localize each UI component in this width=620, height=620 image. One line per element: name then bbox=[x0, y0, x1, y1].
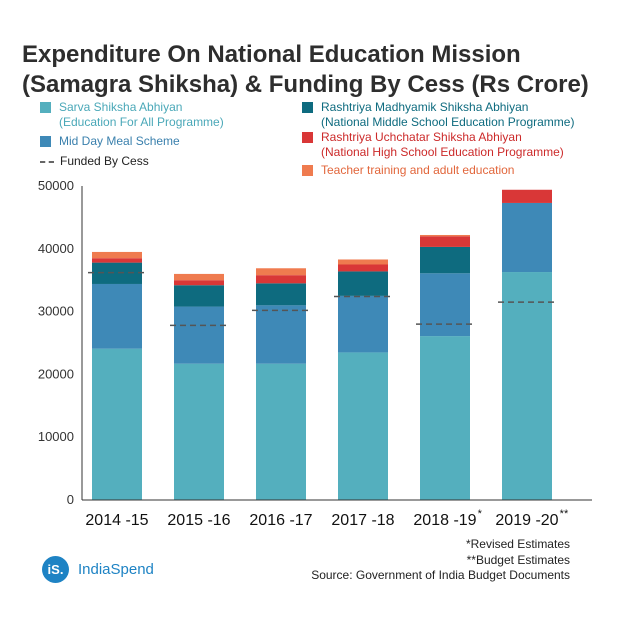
legend-label-line: (National High School Education Programm… bbox=[321, 145, 564, 159]
legend-label-line: (National Middle School Education Progra… bbox=[321, 115, 575, 129]
legend-label-line: Teacher training and adult education bbox=[321, 163, 515, 177]
y-tick-label: 30000 bbox=[38, 304, 74, 319]
bar-segment-rusa bbox=[502, 189, 552, 203]
bar-segment-rmsa bbox=[174, 285, 224, 307]
legend-item-cess: Funded By Cess bbox=[40, 154, 149, 169]
legend-swatch-rusa bbox=[302, 132, 313, 143]
bar-segment-teacher bbox=[338, 259, 388, 265]
legend-label-line: (Education For All Programme) bbox=[59, 115, 224, 129]
bar-segment-ssa bbox=[256, 363, 306, 500]
x-tick-label: 2018 -19 bbox=[413, 512, 476, 529]
legend-item-teacher: Teacher training and adult education bbox=[302, 163, 514, 178]
bar-segment-mdm bbox=[420, 273, 470, 337]
legend-label-line: Rashtriya Uchchatar Shiksha Abhiyan bbox=[321, 130, 522, 144]
bar-segment-ssa bbox=[338, 352, 388, 500]
revised-estimates-note: *Revised Estimates bbox=[465, 537, 570, 551]
legend-label-line: Funded By Cess bbox=[60, 154, 149, 168]
bar-segment-teacher bbox=[174, 273, 224, 281]
legend-label-line: Sarva Shiksha Abhiyan bbox=[59, 100, 183, 114]
x-tick-label: 2014 -15 bbox=[85, 512, 148, 529]
footnotes: *Revised Estimates **Budget Estimates So… bbox=[311, 537, 570, 584]
legend-label-line: Rashtriya Madhyamik Shiksha Abhiyan bbox=[321, 100, 529, 114]
source-note: Source: Government of India Budget Docum… bbox=[311, 568, 570, 582]
bar-segment-mdm bbox=[174, 306, 224, 364]
bar-segment-ssa bbox=[502, 272, 552, 500]
y-tick-label: 20000 bbox=[38, 366, 74, 381]
bar-segment-teacher bbox=[420, 234, 470, 237]
x-tick-label: 2015 -16 bbox=[167, 512, 230, 529]
legend-item-rusa: Rashtriya Uchchatar Shiksha Abhiyan (Nati… bbox=[302, 130, 564, 160]
legend-label-rmsa: Rashtriya Madhyamik Shiksha Abhiyan (Nati… bbox=[321, 100, 574, 130]
legend-swatch-teacher bbox=[302, 165, 313, 176]
y-tick-label: 10000 bbox=[38, 429, 74, 444]
bar-segment-teacher bbox=[92, 251, 142, 259]
bar-segment-rmsa bbox=[338, 271, 388, 296]
indiaspend-logo: iS. IndiaSpend bbox=[42, 556, 154, 583]
legend-swatch-mdm bbox=[40, 136, 51, 147]
legend-swatch-rmsa bbox=[302, 102, 313, 113]
legend-item-mdm: Mid Day Meal Scheme bbox=[40, 134, 180, 149]
legend-label-teacher: Teacher training and adult education bbox=[321, 163, 514, 178]
bar-segment-ssa bbox=[92, 348, 142, 500]
y-tick-label: 40000 bbox=[38, 241, 74, 256]
y-tick-label: 50000 bbox=[38, 178, 74, 193]
chart-title-line-1: Expenditure On National Education Missio… bbox=[22, 41, 521, 68]
x-tick-label: 2017 -18 bbox=[331, 512, 394, 529]
legend-label-mdm: Mid Day Meal Scheme bbox=[59, 134, 180, 149]
legend-label-rusa: Rashtriya Uchchatar Shiksha Abhiyan (Nati… bbox=[321, 130, 564, 160]
bar-segment-rusa bbox=[256, 275, 306, 284]
x-tick-superscript: ** bbox=[560, 508, 569, 520]
bar-segment-rusa bbox=[92, 258, 142, 263]
bar-segment-rmsa bbox=[420, 246, 470, 274]
bar-segment-rusa bbox=[174, 280, 224, 286]
bar-segment-rmsa bbox=[256, 283, 306, 306]
chart-title: Expenditure On National Education Missio… bbox=[22, 40, 612, 100]
x-tick-superscript: * bbox=[478, 508, 483, 520]
y-tick-label: 0 bbox=[67, 492, 74, 507]
x-tick-label: 2016 -17 bbox=[249, 512, 312, 529]
bar-segment-mdm bbox=[502, 202, 552, 273]
bar-segment-rusa bbox=[420, 236, 470, 247]
legend-label-line: Mid Day Meal Scheme bbox=[59, 134, 180, 148]
bar-segment-mdm bbox=[92, 283, 142, 349]
budget-estimates-note: **Budget Estimates bbox=[466, 552, 570, 567]
bar-segment-ssa bbox=[420, 336, 470, 500]
legend-label-cess: Funded By Cess bbox=[60, 154, 149, 169]
bar-segment-mdm bbox=[338, 295, 388, 353]
bar-segment-rmsa bbox=[92, 262, 142, 284]
legend-item-rmsa: Rashtriya Madhyamik Shiksha Abhiyan (Nati… bbox=[302, 100, 574, 130]
bar-segment-ssa bbox=[174, 363, 224, 500]
bar-segment-mdm bbox=[256, 305, 306, 364]
logo-mark-icon: iS. bbox=[42, 556, 69, 583]
bar-segment-teacher bbox=[256, 268, 306, 276]
x-tick-label: 2019 -20 bbox=[495, 512, 558, 529]
legend-label-ssa: Sarva Shiksha Abhiyan (Education For All … bbox=[59, 100, 224, 130]
bar-segment-rusa bbox=[338, 264, 388, 272]
logo-name: IndiaSpend bbox=[78, 561, 154, 578]
legend-item-ssa: Sarva Shiksha Abhiyan (Education For All … bbox=[40, 100, 224, 130]
legend-swatch-ssa bbox=[40, 102, 51, 113]
legend-dash-cess bbox=[40, 161, 54, 163]
chart-title-line-2: (Samagra Shiksha) & Funding By Cess (Rs … bbox=[22, 71, 589, 98]
